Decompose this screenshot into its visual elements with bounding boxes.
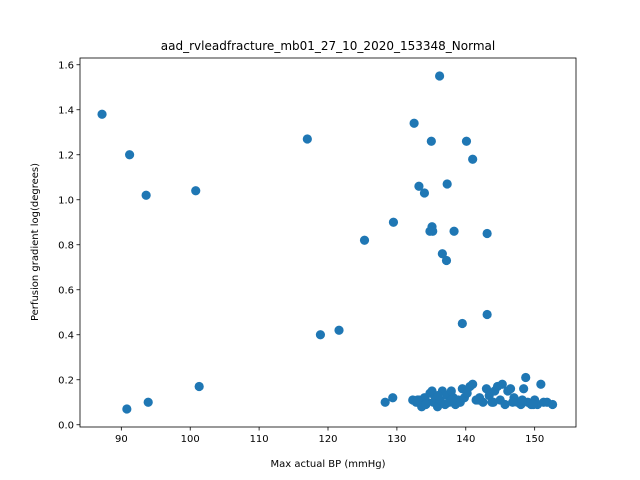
scatter-point — [505, 384, 516, 394]
scatter-point — [488, 397, 498, 407]
scatter-point — [433, 390, 443, 401]
scatter-point — [426, 136, 436, 146]
scatter-point — [482, 309, 492, 320]
y-tick-label: 1.0 — [58, 195, 74, 206]
x-axis-label: Max actual BP (mmHg) — [270, 459, 385, 470]
y-tick-label: 1.2 — [58, 150, 74, 161]
x-tick-label: 100 — [181, 434, 200, 445]
scatter-point — [122, 404, 132, 414]
scatter-point — [302, 134, 312, 144]
scatter-point — [521, 372, 531, 383]
y-tick-label: 0.4 — [58, 330, 74, 341]
scatter-point — [334, 325, 344, 335]
x-tick-label: 150 — [525, 434, 544, 445]
x-tick-label: 130 — [387, 434, 406, 445]
scatter-point — [468, 154, 478, 164]
scatter-point — [435, 71, 445, 81]
scatter-point — [143, 397, 153, 407]
scatter-point — [473, 395, 483, 405]
scatter-point — [380, 397, 390, 407]
points-layer — [97, 71, 558, 414]
scatter-point — [414, 181, 424, 191]
scatter-point — [482, 228, 492, 239]
y-tick-label: 0.0 — [58, 420, 74, 431]
scatter-point — [315, 330, 326, 340]
scatter-point — [547, 399, 558, 410]
scatter-point — [191, 186, 201, 196]
scatter-point — [457, 318, 467, 329]
scatter-point — [97, 109, 107, 119]
scatter-point — [441, 255, 452, 266]
scatter-point — [517, 395, 527, 405]
x-tick-label: 120 — [318, 434, 337, 445]
x-tick-label: 140 — [456, 434, 475, 445]
scatter-point — [468, 379, 478, 389]
scatter-point — [437, 249, 447, 259]
scatter-point — [536, 379, 546, 389]
scatter-point — [447, 395, 457, 405]
x-tick-label: 110 — [250, 434, 269, 445]
x-tick-label: 90 — [115, 434, 128, 445]
scatter-point — [519, 384, 529, 394]
scatter-point — [497, 379, 507, 389]
y-tick-label: 1.6 — [58, 60, 74, 71]
scatter-point — [409, 118, 419, 128]
y-axis-label: Perfusion gradient log(degrees) — [30, 163, 41, 321]
y-tick-label: 0.2 — [58, 375, 74, 386]
scatter-point — [388, 217, 399, 227]
scatter-point — [428, 226, 438, 236]
scatter-point — [508, 397, 518, 407]
scatter-point — [141, 190, 151, 200]
scatter-point — [419, 188, 430, 198]
chart-title: aad_rvleadfracture_mb01_27_10_2020_15334… — [161, 39, 495, 53]
scatter-point — [461, 136, 472, 146]
scatter-point — [449, 226, 459, 236]
ticks-layer: 90 100 110 120 130 140 150 0.0 0.2 0.4 0.6 0.8 1.0 1.… — [58, 60, 544, 445]
scatter-point — [125, 150, 135, 160]
plot-area — [80, 58, 576, 427]
scatter-point — [500, 399, 510, 410]
scatter-point — [388, 393, 398, 403]
scatter-point — [194, 381, 204, 392]
scatter-point — [421, 399, 431, 410]
y-tick-label: 0.6 — [58, 285, 74, 296]
scatter-point — [442, 179, 452, 189]
scatter-point — [412, 395, 423, 405]
y-tick-label: 0.8 — [58, 240, 74, 251]
scatter-point — [528, 399, 538, 410]
y-tick-label: 1.4 — [58, 105, 74, 116]
scatter-point — [359, 235, 370, 245]
plot-frame — [79, 57, 577, 428]
